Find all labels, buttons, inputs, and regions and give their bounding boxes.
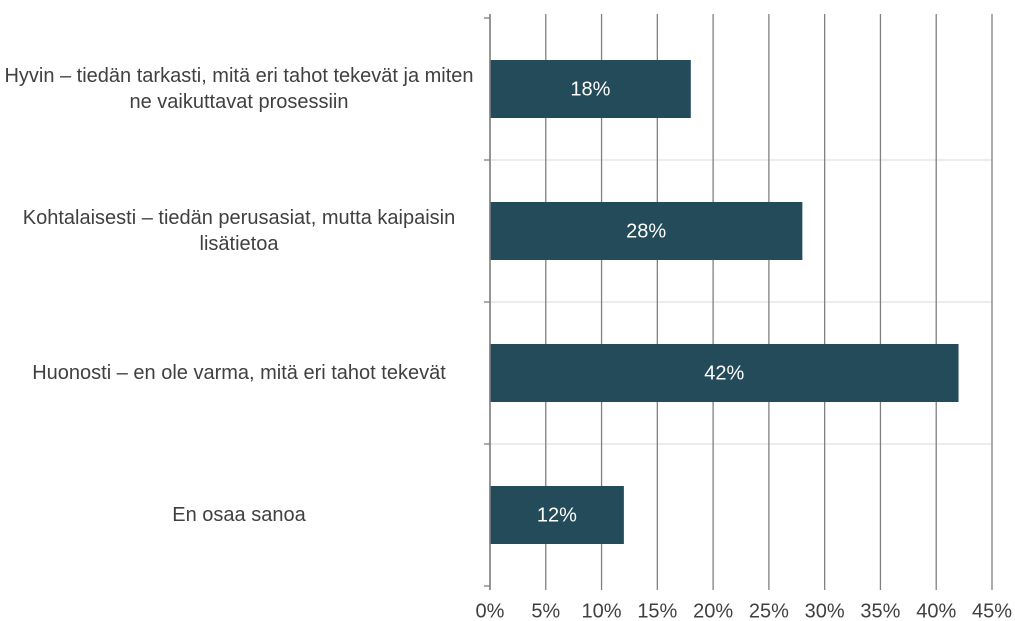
y-tick-label: Kohtalaisesti – tiedän perusasiat, mutta… bbox=[22, 207, 456, 255]
x-tick-label: 40% bbox=[916, 600, 956, 621]
bar bbox=[490, 60, 691, 118]
x-tick-label: 15% bbox=[637, 600, 677, 621]
x-tick-label: 10% bbox=[582, 600, 622, 621]
x-tick-label: 25% bbox=[749, 600, 789, 621]
y-tick-label: Huonosti – en ole varma, mitä eri tahot … bbox=[32, 362, 446, 384]
value-label: 28% bbox=[626, 220, 666, 242]
value-label: 12% bbox=[537, 504, 577, 526]
x-tick-label: 45% bbox=[972, 600, 1012, 621]
x-tick-label: 0% bbox=[476, 600, 505, 621]
y-tick-label: En osaa sanoa bbox=[172, 504, 306, 526]
x-tick-label: 30% bbox=[805, 600, 845, 621]
value-label: 42% bbox=[704, 362, 744, 384]
x-tick-label: 20% bbox=[693, 600, 733, 621]
value-label: 18% bbox=[570, 78, 610, 100]
bar bbox=[490, 202, 803, 260]
bar bbox=[490, 344, 959, 402]
x-tick-label: 5% bbox=[531, 600, 560, 621]
y-tick-label: Hyvin – tiedän tarkasti, mitä eri tahot … bbox=[4, 65, 474, 113]
x-tick-label: 35% bbox=[860, 600, 900, 621]
bar bbox=[490, 486, 624, 544]
